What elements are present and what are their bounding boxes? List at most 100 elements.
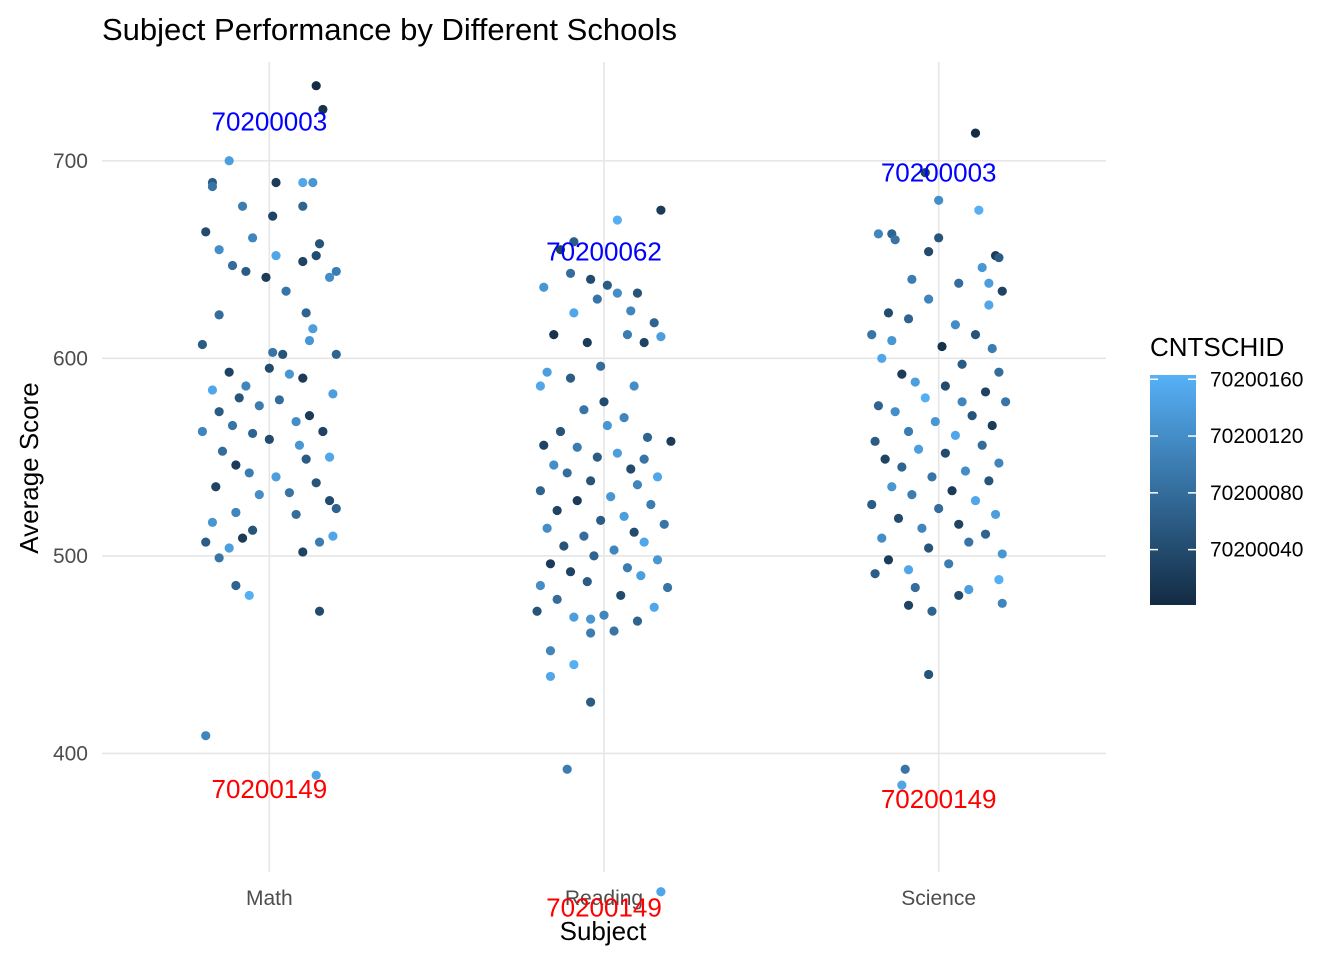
data-point — [224, 543, 234, 553]
data-point — [649, 318, 659, 328]
data-point — [592, 452, 602, 462]
data-point — [586, 697, 596, 707]
data-point — [298, 547, 308, 557]
data-point — [271, 177, 281, 188]
data-point — [535, 486, 546, 496]
data-point — [201, 537, 211, 547]
data-point — [582, 337, 592, 348]
data-point — [984, 300, 994, 310]
data-point — [950, 430, 961, 440]
x-tick-label: Reading — [565, 887, 643, 910]
x-axis-ticks: Math Reading Science — [246, 887, 976, 910]
data-point — [599, 610, 609, 620]
data-point — [612, 448, 622, 458]
data-point — [201, 731, 211, 741]
data-point — [970, 330, 981, 340]
y-axis-ticks: 400 500 600 700 — [53, 150, 88, 766]
data-point — [254, 490, 264, 500]
data-point — [304, 411, 315, 421]
data-point — [291, 416, 301, 427]
data-point — [197, 426, 207, 437]
data-point — [241, 381, 251, 391]
data-point — [278, 349, 288, 359]
data-point — [870, 569, 880, 579]
data-point — [903, 426, 914, 437]
legend-tick-label: 70200160 — [1210, 368, 1303, 391]
data-point — [264, 434, 274, 444]
data-point — [903, 600, 914, 610]
data-point — [609, 626, 619, 636]
data-point — [545, 559, 556, 569]
data-point — [934, 233, 944, 243]
data-point — [893, 513, 904, 523]
data-point — [994, 367, 1004, 377]
data-point — [314, 537, 325, 547]
data-point — [569, 659, 579, 670]
data-point — [298, 256, 308, 267]
legend-title: CNTSCHID — [1150, 332, 1284, 362]
data-point — [304, 335, 315, 346]
data-point — [994, 252, 1004, 263]
data-point — [268, 347, 278, 358]
data-point — [284, 488, 295, 498]
data-point — [666, 436, 676, 446]
data-point — [308, 177, 318, 188]
data-point — [659, 519, 669, 529]
data-point — [569, 308, 579, 318]
data-point — [903, 314, 914, 324]
data-point — [328, 531, 338, 541]
data-point — [602, 420, 612, 431]
data-point — [532, 606, 542, 616]
data-point — [910, 377, 920, 387]
data-point — [619, 413, 629, 423]
data-point — [934, 195, 944, 205]
data-point — [207, 181, 218, 192]
data-point — [616, 590, 626, 601]
data-point — [261, 272, 271, 282]
data-point — [917, 523, 927, 533]
data-point — [572, 442, 582, 452]
data-point — [596, 361, 606, 371]
data-point — [642, 432, 653, 442]
data-point — [244, 468, 254, 478]
data-point — [224, 367, 234, 377]
data-point — [883, 308, 894, 318]
data-point — [318, 426, 328, 437]
data-point — [599, 397, 609, 407]
data-point — [331, 266, 341, 277]
data-point — [656, 332, 666, 342]
data-point — [592, 294, 602, 304]
data-point — [555, 426, 566, 437]
data-point — [897, 462, 907, 472]
data-point — [920, 393, 930, 403]
data-point — [632, 616, 643, 626]
data-point — [947, 486, 957, 496]
data-point — [984, 476, 994, 486]
data-point — [910, 582, 920, 593]
data-point — [294, 440, 305, 450]
data-point — [629, 381, 639, 391]
data-point — [197, 339, 207, 350]
data-point — [987, 420, 997, 431]
data-point — [586, 274, 596, 284]
data-point — [331, 349, 341, 359]
data-point — [207, 517, 218, 527]
data-point — [311, 770, 321, 780]
data-point — [897, 369, 907, 379]
data-point — [924, 247, 934, 257]
data-point — [656, 887, 666, 897]
data-point — [248, 428, 258, 439]
data-point — [324, 272, 335, 282]
data-point — [967, 411, 977, 421]
data-point — [539, 282, 549, 292]
data-point — [940, 448, 950, 458]
data-point — [274, 395, 284, 405]
data-point — [271, 472, 281, 482]
data-point — [314, 239, 325, 249]
data-point — [328, 389, 338, 399]
data-point — [639, 454, 649, 464]
data-point — [237, 201, 248, 211]
data-point — [539, 440, 549, 450]
data-point — [997, 286, 1007, 296]
